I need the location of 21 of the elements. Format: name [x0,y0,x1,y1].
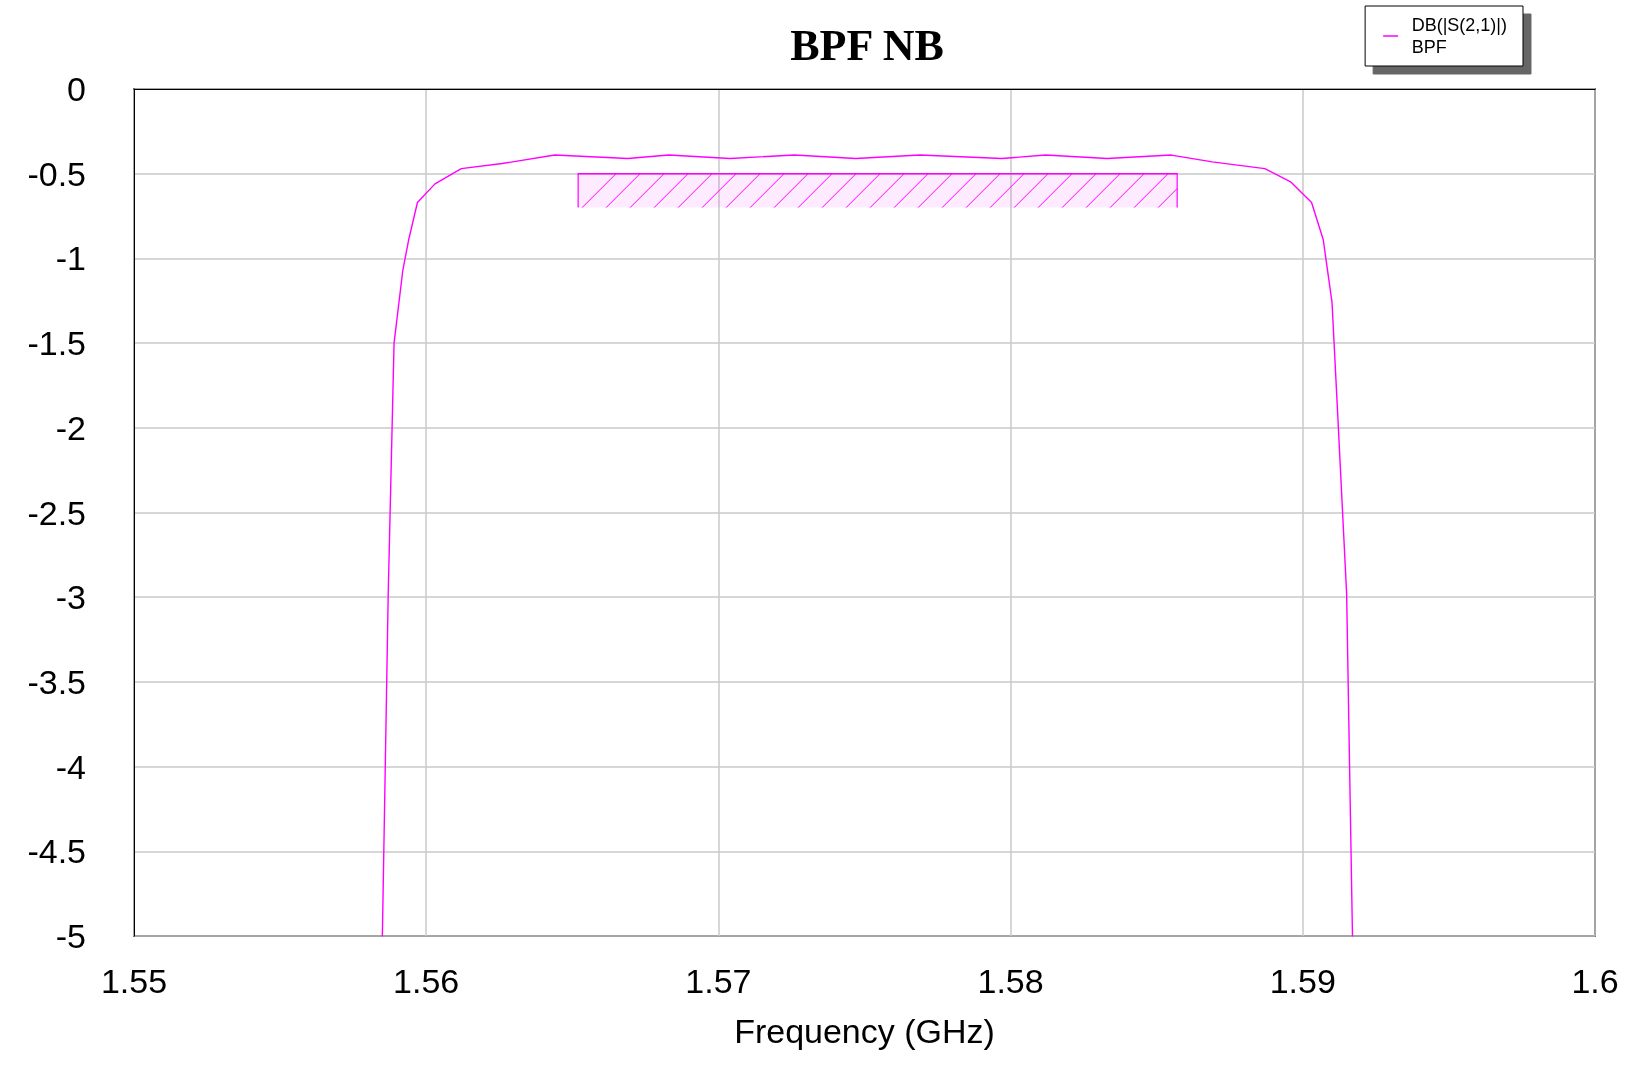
y-tick-label: -3.5 [27,662,86,701]
y-tick-label: -4.5 [27,832,86,871]
y-tick-label: -1.5 [27,324,86,363]
x-tick-label: 1.56 [393,962,460,1000]
y-tick-label: 0 [67,70,86,108]
y-tick-label: -4 [55,747,86,786]
chart-title: BPF NB [790,20,944,70]
y-tick-label: -2 [55,408,86,447]
y-tick-label: -5 [55,917,86,955]
y-tick-label: -3 [55,578,86,617]
y-tick-label: -2.5 [27,493,86,532]
x-axis-title: Frequency (GHz) [734,1012,995,1050]
x-tick-label: 1.57 [685,962,752,1000]
x-tick-label: 1.58 [977,962,1044,1000]
line-series [381,154,1354,937]
x-tick-label: 1.59 [1269,962,1336,1000]
y-tick-label: -1 [55,239,86,278]
x-tick-label: 1.6 [1571,962,1619,1000]
legend-label: DB(|S(2,1)|) BPF [1411,15,1508,57]
y-tick-label: -0.5 [27,154,86,193]
x-tick-label: 1.55 [100,962,168,1000]
